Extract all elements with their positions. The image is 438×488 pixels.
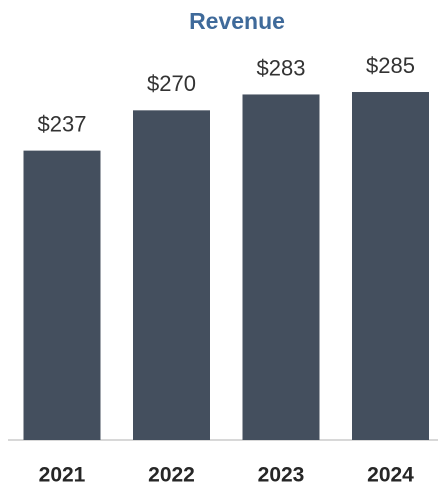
x-tick-label: 2021 [39,464,86,487]
bar [23,150,101,441]
chart-title: Revenue [189,8,285,34]
bar [352,92,429,440]
bar [242,94,320,440]
x-tick-label: 2022 [148,464,195,487]
value-label: $283 [257,55,306,80]
value-label: $237 [38,111,87,136]
x-tick-label: 2023 [258,464,305,487]
value-label: $270 [147,71,196,96]
value-label: $285 [366,53,415,78]
x-tick-label: 2024 [367,464,414,487]
bar [133,110,210,440]
